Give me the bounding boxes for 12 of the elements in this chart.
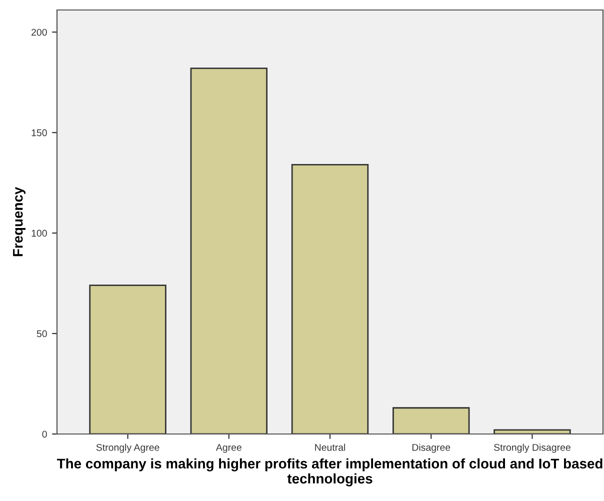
- y-tick-label: 150: [32, 129, 47, 136]
- y-tick-label: 0: [42, 430, 47, 438]
- x-tick-label: Strongly Disagree: [494, 444, 570, 453]
- x-axis-title: The company is making higher profits after implementation of cloud and IoT based technologies: [56, 458, 602, 486]
- y-tick-label: 50: [36, 330, 47, 338]
- x-tick-label: Agree: [216, 444, 242, 453]
- y-tick-label: 100: [32, 230, 47, 237]
- x-tick-label: Strongly Agree: [96, 444, 160, 453]
- x-tick-label: Neutral: [315, 444, 346, 451]
- y-axis-title: Frequency: [13, 186, 26, 256]
- y-tick-label: 200: [32, 28, 47, 36]
- x-tick-label: Disagree: [412, 444, 450, 453]
